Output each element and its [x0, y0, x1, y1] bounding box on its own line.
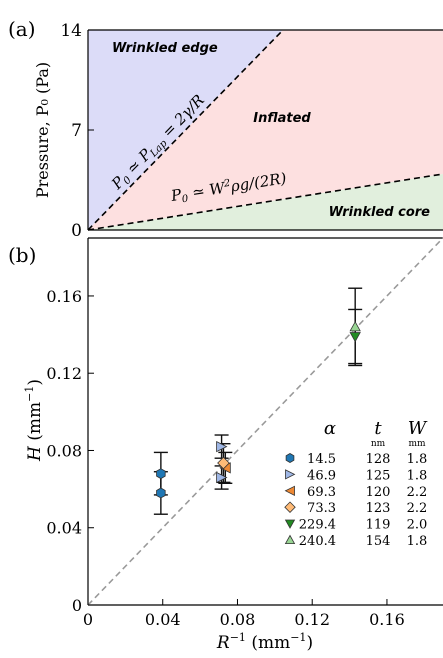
- legend-alpha-value: 240.4: [299, 534, 336, 549]
- panel-a-ylabel: Pressure, P₀ (Pa): [33, 62, 52, 198]
- panel-b-ytick-label: 0.08: [46, 441, 82, 460]
- panel-b-xtick-label: 0.16: [369, 610, 405, 629]
- data-point-hexagon: [156, 487, 166, 499]
- legend-w-value: 2.2: [407, 485, 428, 500]
- region-label-inflated: Inflated: [253, 111, 311, 126]
- data-point-diamond: [217, 456, 230, 470]
- legend-alpha-value: 14.5: [307, 452, 336, 467]
- panel-a-label: (a): [8, 17, 36, 41]
- panel-b-xtick-label: 0: [83, 610, 93, 629]
- legend-w-value: 1.8: [407, 452, 428, 467]
- legend-t-value: 119: [366, 518, 391, 533]
- legend-header-alpha: α: [324, 418, 336, 439]
- data-point-hexagon: [156, 468, 166, 480]
- panel-b-xtick-label: 0.08: [220, 610, 256, 629]
- legend-alpha-value: 69.3: [307, 485, 336, 500]
- legend-marker-triangle-right: [285, 469, 296, 480]
- legend-w-value: 1.8: [407, 534, 428, 549]
- panel-a-ytick-label-0: 0: [71, 221, 82, 241]
- panel-b-ticks: 0 0.04 0.08 0.12 0.16 0 0.04 0.08 0.12 0.16: [46, 287, 404, 629]
- data-point-triangle-right: [216, 440, 228, 453]
- legend-alpha-value: 46.9: [307, 468, 336, 483]
- region-label-wrinkled-edge: Wrinkled edge: [112, 41, 218, 56]
- panel-b: 0 0.04 0.08 0.12 0.16 0 0.04 0.08 0.12 0.16 (b) R…: [8, 237, 443, 653]
- panel-b-xtick-label: 0.04: [145, 610, 181, 629]
- panel-a-ytick-label-14: 14: [60, 21, 82, 41]
- data-point-triangle-up: [349, 321, 361, 332]
- panel-b-ytick-label: 0.04: [46, 519, 82, 538]
- boundary-laplace-line: [87, 29, 284, 231]
- legend-marker-hexagon: [285, 453, 295, 463]
- legend-w-value: 1.8: [407, 468, 428, 483]
- panel-b-xlabel: R−1 (mm−1): [216, 631, 313, 653]
- legend-t-value: 123: [366, 501, 391, 516]
- panel-b-ylabel: H (mm−1): [23, 379, 45, 462]
- panel-a-ytick-label-7: 7: [71, 121, 82, 141]
- data-point-triangle-down: [349, 332, 361, 343]
- legend-t-value: 125: [366, 468, 391, 483]
- legend-header-t: t: [374, 418, 382, 439]
- data-point-triangle-right: [216, 471, 228, 484]
- guide-line-slope-one: [87, 237, 443, 606]
- region-inflated: [88, 30, 443, 230]
- panel-b-ytick-label: 0.12: [46, 364, 82, 383]
- region-label-wrinkled-core: Wrinkled core: [329, 205, 430, 220]
- region-wrinkled-core: [88, 174, 443, 230]
- legend-t-value: 128: [366, 452, 391, 467]
- legend-header-t-unit: nm: [371, 439, 386, 449]
- legend-marker-triangle-left: [284, 485, 295, 496]
- panel-b-xtick-label: 0.12: [294, 610, 330, 629]
- legend-marker-triangle-up: [284, 534, 296, 544]
- panel-b-data-points: [153, 287, 363, 515]
- panel-a: 14 7 0 (a) Pressure, P₀ (Pa) Wrinkled ed…: [8, 17, 443, 241]
- legend: α t nm W mm 14.5 128 1.8 46.9 125 1.8 69.3 120 2…: [284, 418, 428, 549]
- boundary-gravity-label: P0 ≃ W2ρg/(2R): [169, 169, 288, 207]
- legend-w-value: 2.2: [407, 501, 428, 516]
- legend-marker-triangle-down: [284, 519, 296, 529]
- legend-header-w: W: [408, 418, 428, 439]
- legend-alpha-value: 73.3: [307, 501, 336, 516]
- legend-t-value: 120: [366, 485, 391, 500]
- legend-rows: 14.5 128 1.8 46.9 125 1.8 69.3 120 2.2 73.3 123 2.2…: [284, 452, 428, 549]
- panel-b-ytick-label: 0.16: [46, 287, 82, 306]
- legend-t-value: 154: [366, 534, 391, 549]
- legend-header-w-unit: mm: [408, 439, 426, 449]
- legend-alpha-value: 229.4: [299, 518, 336, 533]
- legend-marker-diamond: [284, 501, 296, 513]
- panel-b-ytick-label: 0: [72, 596, 82, 615]
- panel-b-label: (b): [8, 243, 36, 267]
- legend-w-value: 2.0: [407, 518, 428, 533]
